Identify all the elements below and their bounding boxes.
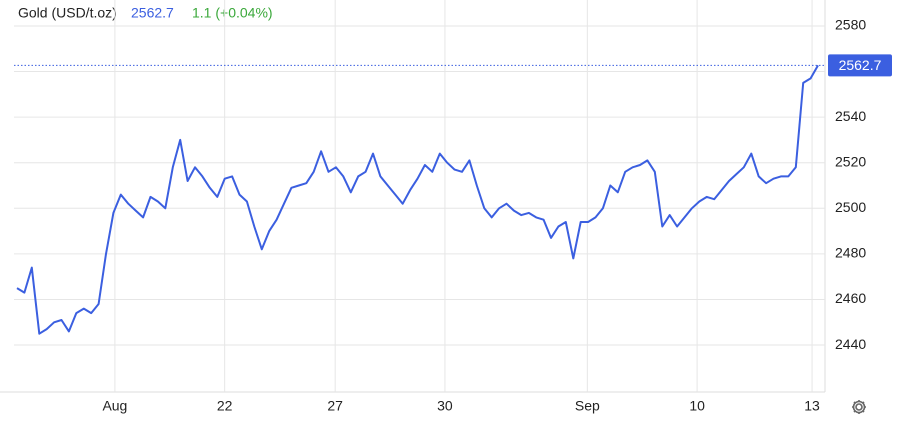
y-tick-label: 2480 bbox=[835, 245, 866, 261]
x-tick-label: 13 bbox=[804, 398, 820, 414]
x-tick-label: 30 bbox=[437, 398, 453, 414]
last-price-label: 2562.7 bbox=[839, 57, 882, 73]
y-tick-label: 2440 bbox=[835, 336, 866, 352]
change: 1.1 (+0.04%) bbox=[192, 5, 273, 21]
y-tick-label: 2500 bbox=[835, 199, 866, 215]
x-tick-label: 22 bbox=[217, 398, 233, 414]
y-tick-label: 2580 bbox=[835, 17, 866, 33]
x-tick-label: Aug bbox=[102, 398, 127, 414]
chart-title: Gold (USD/t.oz) bbox=[18, 5, 117, 21]
last-price-badge bbox=[828, 54, 892, 77]
y-tick-label: 2520 bbox=[835, 153, 866, 169]
y-tick-label: 2460 bbox=[835, 290, 866, 306]
x-tick-label: 10 bbox=[689, 398, 705, 414]
y-tick-label: 2540 bbox=[835, 108, 866, 124]
x-tick-label: Sep bbox=[575, 398, 600, 414]
price: 2562.7 bbox=[131, 5, 174, 21]
settings-icon[interactable] bbox=[852, 400, 866, 414]
x-tick-label: 27 bbox=[327, 398, 343, 414]
plot: 24402460248025002520254025602580Aug22273… bbox=[14, 0, 892, 414]
price-line bbox=[16, 64, 819, 335]
